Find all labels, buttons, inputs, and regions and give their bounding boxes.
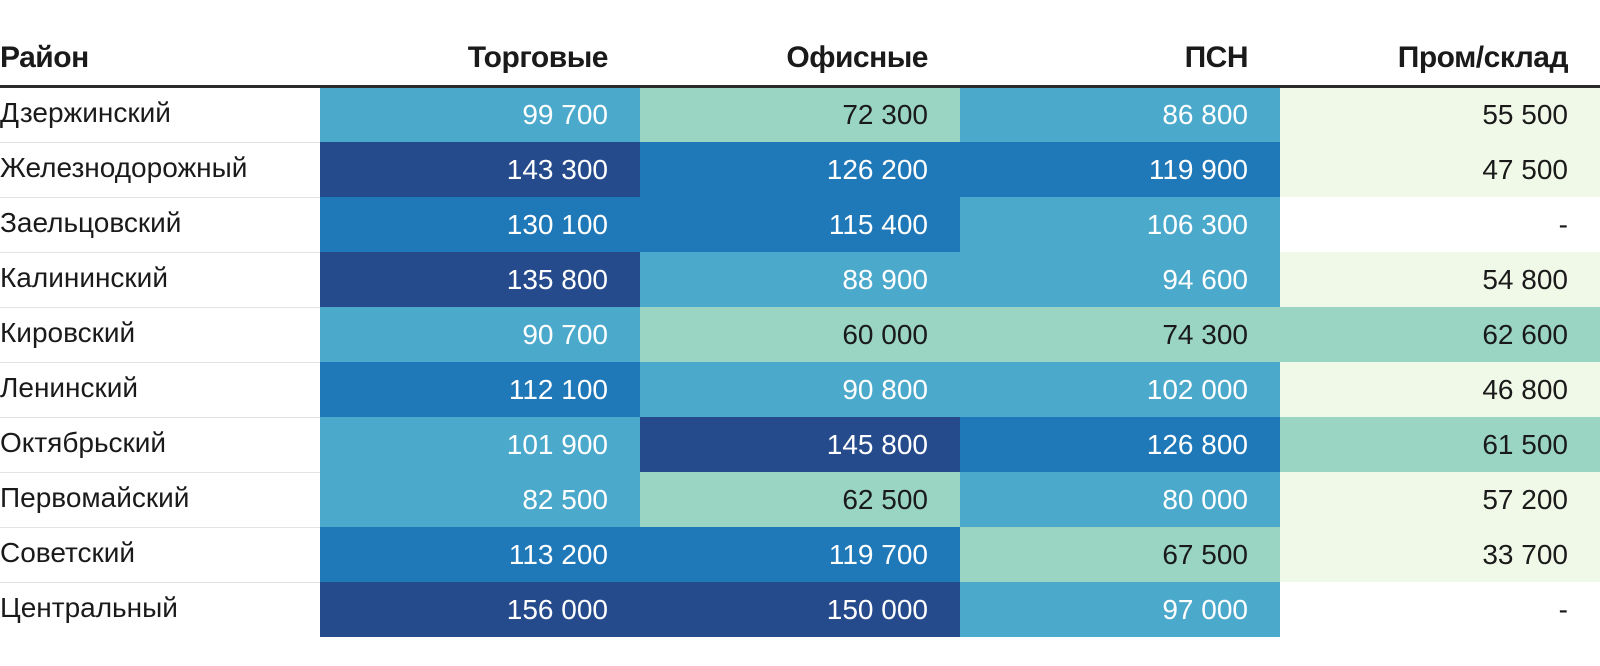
heatmap-value-cell: 54 800 xyxy=(1280,252,1600,307)
heatmap-value-cell: 46 800 xyxy=(1280,362,1600,417)
table-row: Ленинский 112 100 90 800 102 000 46 800 xyxy=(0,362,1600,418)
heatmap-value-cell: - xyxy=(1280,582,1600,637)
heatmap-value-cell: 60 000 xyxy=(640,307,960,362)
heatmap-value-cell: 150 000 xyxy=(640,582,960,637)
heatmap-value-cell: 94 600 xyxy=(960,252,1280,307)
heatmap-value-cell: 143 300 xyxy=(320,142,640,197)
heatmap-value-cell: 80 000 xyxy=(960,472,1280,527)
district-name-cell: Железнодорожный xyxy=(0,142,320,198)
table-body: Дзержинский 99 700 72 300 86 800 55 500 Желез… xyxy=(0,86,1600,637)
district-name-cell: Калининский xyxy=(0,252,320,308)
heatmap-value-cell: 113 200 xyxy=(320,527,640,582)
heatmap-value-cell: 112 100 xyxy=(320,362,640,417)
heatmap-value-cell: 90 700 xyxy=(320,307,640,362)
heatmap-value-cell: 156 000 xyxy=(320,582,640,637)
heatmap-value-cell: 82 500 xyxy=(320,472,640,527)
heatmap-value-cell: 135 800 xyxy=(320,252,640,307)
heatmap-value-cell: 99 700 xyxy=(320,86,640,142)
heatmap-value-cell: 126 800 xyxy=(960,417,1280,472)
table-row: Железнодорожный 143 300 126 200 119 900 47 5… xyxy=(0,142,1600,198)
district-name-cell: Первомайский xyxy=(0,472,320,528)
table-row: Октябрьский 101 900 145 800 126 800 61 500 xyxy=(0,417,1600,473)
heatmap-value-cell: 67 500 xyxy=(960,527,1280,582)
district-name-cell: Советский xyxy=(0,527,320,583)
column-header-district: Район xyxy=(0,0,320,88)
heatmap-value-cell: 62 600 xyxy=(1280,307,1600,362)
heatmap-value-cell: - xyxy=(1280,197,1600,252)
heatmap-value-cell: 101 900 xyxy=(320,417,640,472)
heatmap-value-cell: 90 800 xyxy=(640,362,960,417)
district-name-cell: Дзержинский xyxy=(0,86,320,143)
heatmap-value-cell: 72 300 xyxy=(640,86,960,142)
table-row: Дзержинский 99 700 72 300 86 800 55 500 xyxy=(0,86,1600,143)
district-name-cell: Заельцовский xyxy=(0,197,320,253)
heatmap-value-cell: 88 900 xyxy=(640,252,960,307)
column-header-psn: ПСН xyxy=(960,0,1280,88)
heatmap-value-cell: 145 800 xyxy=(640,417,960,472)
heatmap-value-cell: 55 500 xyxy=(1280,86,1600,142)
table-row: Центральный 156 000 150 000 97 000- xyxy=(0,582,1600,637)
heatmap-value-cell: 126 200 xyxy=(640,142,960,197)
heatmap-value-cell: 119 900 xyxy=(960,142,1280,197)
rent-rates-table: Район Торговые Офисные ПСН Пром/склад Дз… xyxy=(0,0,1600,637)
heatmap-value-cell: 33 700 xyxy=(1280,527,1600,582)
district-name-cell: Кировский xyxy=(0,307,320,363)
heatmap-value-cell: 86 800 xyxy=(960,86,1280,142)
district-name-cell: Центральный xyxy=(0,582,320,637)
district-name-cell: Октябрьский xyxy=(0,417,320,473)
heatmap-value-cell: 61 500 xyxy=(1280,417,1600,472)
heatmap-value-cell: 115 400 xyxy=(640,197,960,252)
heatmap-value-cell: 119 700 xyxy=(640,527,960,582)
heatmap-value-cell: 106 300 xyxy=(960,197,1280,252)
district-name-cell: Ленинский xyxy=(0,362,320,418)
table-row: Кировский 90 700 60 000 74 300 62 600 xyxy=(0,307,1600,363)
table-row: Заельцовский 130 100 115 400 106 300- xyxy=(0,197,1600,253)
heatmap-value-cell: 62 500 xyxy=(640,472,960,527)
heatmap-value-cell: 57 200 xyxy=(1280,472,1600,527)
table-row: Советский 113 200 119 700 67 500 33 700 xyxy=(0,527,1600,583)
heatmap-value-cell: 130 100 xyxy=(320,197,640,252)
header-row: Район Торговые Офисные ПСН Пром/склад xyxy=(0,0,1600,88)
column-header-retail: Торговые xyxy=(320,0,640,88)
heatmap-value-cell: 47 500 xyxy=(1280,142,1600,197)
column-header-industrial: Пром/склад xyxy=(1280,0,1600,88)
column-header-office: Офисные xyxy=(640,0,960,88)
heatmap-value-cell: 74 300 xyxy=(960,307,1280,362)
table-row: Первомайский 82 500 62 500 80 000 57 200 xyxy=(0,472,1600,528)
heatmap-value-cell: 97 000 xyxy=(960,582,1280,637)
heatmap-value-cell: 102 000 xyxy=(960,362,1280,417)
table-row: Калининский 135 800 88 900 94 600 54 800 xyxy=(0,252,1600,308)
